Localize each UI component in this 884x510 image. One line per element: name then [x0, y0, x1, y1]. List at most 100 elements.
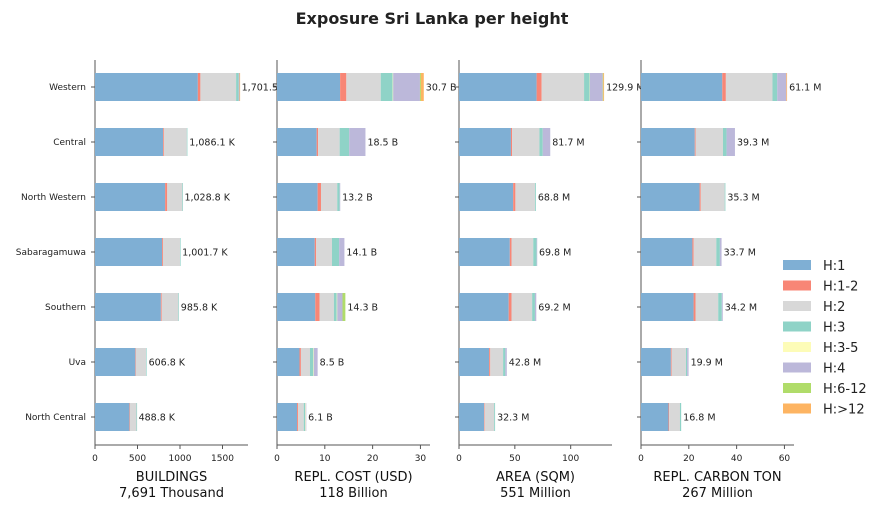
bar-segment-H:3 — [337, 183, 340, 211]
bar-segment-H:3 — [685, 348, 688, 376]
bar-segment-H:1 — [277, 403, 298, 431]
bar-segment-H:3 — [679, 403, 682, 431]
legend-label: H:6-12 — [823, 382, 867, 397]
bar-segment-H:1-2 — [340, 73, 347, 101]
bar-segment-H:4 — [339, 183, 341, 211]
y-tick-label: Central — [53, 138, 86, 148]
bar-segment-H:1 — [641, 238, 693, 266]
bar-segment-H:3 — [534, 183, 536, 211]
bar-segment-H:3 — [716, 238, 720, 266]
bar-segment-H:2 — [163, 128, 187, 156]
bar-segment-H:1-2 — [129, 403, 131, 431]
bar-segment-H:1 — [277, 128, 317, 156]
bar-total-label: 69.2 M — [538, 303, 570, 314]
x-tick-label: 20 — [683, 454, 695, 464]
bar-segment-H:3 — [532, 293, 535, 321]
legend-item: H:4 — [783, 362, 845, 377]
bar-segment-H:3 — [146, 348, 147, 376]
bar-segment-H:3 — [722, 128, 727, 156]
x-tick-label: 1000 — [169, 454, 192, 464]
legend-label: H:>12 — [823, 403, 865, 418]
legend-item: H:6-12 — [783, 382, 867, 397]
bar-segment-H:2 — [671, 348, 686, 376]
bar-segment-H:2 — [490, 348, 504, 376]
bar-segment-H:1 — [95, 238, 163, 266]
legend-swatch — [783, 321, 811, 332]
x-axis-subtitle: 7,691 Thousand — [119, 486, 224, 501]
bar-total-label: 6.1 B — [308, 413, 333, 424]
bar-segment-H:2 — [511, 293, 533, 321]
bar-total-label: 129.9 M — [606, 83, 644, 94]
bar-segment-H:1-2 — [694, 128, 696, 156]
bar-segment-H:1 — [459, 128, 511, 156]
bar-segment-H:2 — [541, 73, 585, 101]
bar-segment-H:1-2 — [510, 128, 513, 156]
bar-segment-H:6-12 — [342, 293, 346, 321]
bar-segment-H:2 — [511, 238, 534, 266]
x-tick-label: 500 — [129, 454, 146, 464]
bar-segment-H:1 — [459, 183, 514, 211]
chart-legend: H:1 H:1-2 H:2 H:3 H:3-5 H:4 H:6-12 H:>12 — [783, 259, 867, 418]
bar-segment-H:1-2 — [508, 293, 512, 321]
bar-segment-H:1-2 — [317, 183, 321, 211]
bar-total-label: 42.8 M — [509, 358, 541, 369]
bar-total-label: 1,086.1 K — [189, 138, 235, 149]
bar-total-label: 35.3 M — [727, 193, 759, 204]
legend-swatch — [783, 280, 811, 291]
bar-segment-H:3 — [380, 73, 393, 101]
legend-label: H:1-2 — [823, 280, 858, 295]
legend-swatch — [783, 342, 811, 352]
chart-title: Exposure Sri Lanka per height — [296, 9, 569, 28]
bar-segment-H:1-2 — [160, 293, 162, 321]
bar-segment-H:1-2 — [699, 183, 701, 211]
legend-item: H:>12 — [783, 403, 865, 418]
bar-segment-H:3 — [718, 293, 722, 321]
bar-segment-H:4 — [726, 128, 735, 156]
y-tick-label: Sabaragamuwa — [16, 248, 86, 258]
bar-segment-H:2 — [700, 183, 725, 211]
bar-segment-H:>12 — [420, 73, 424, 101]
bar-segment-H:1-2 — [509, 238, 512, 266]
x-axis-subtitle: 267 Million — [682, 486, 753, 501]
bar-segment-H:3-5 — [336, 293, 338, 321]
bar-segment-H:3 — [539, 128, 543, 156]
bar-segment-H:2 — [484, 403, 495, 431]
legend-swatch — [783, 301, 811, 311]
bar-segment-H:1-2 — [299, 348, 301, 376]
bar-total-label: 19.9 M — [691, 358, 723, 369]
legend-swatch — [783, 383, 811, 393]
bar-segment-H:3 — [186, 128, 188, 156]
bar-segment-H:4 — [534, 293, 537, 321]
bar-segment-H:1 — [95, 348, 136, 376]
bar-segment-H:1 — [459, 348, 490, 376]
bar-segment-H:1 — [95, 128, 163, 156]
x-tick-label: 100 — [562, 454, 579, 464]
x-axis-label: BUILDINGS — [136, 470, 207, 485]
bar-segment-H:1 — [277, 238, 315, 266]
panel-4: 0 20 40 60 61.1 M 39.3 M 35.3 M 33.7 M 34.2 M 19.… — [637, 60, 821, 501]
y-tick-label: Uva — [69, 358, 86, 368]
bar-segment-H:2 — [200, 73, 237, 101]
bar-segment-H:1-2 — [513, 183, 516, 211]
bar-total-label: 488.8 K — [139, 413, 176, 424]
bar-segment-H:1-2 — [197, 73, 201, 101]
bar-segment-H:4 — [505, 348, 507, 376]
bar-segment-H:1 — [459, 403, 485, 431]
bar-segment-H:1 — [277, 183, 318, 211]
bar-total-label: 61.1 M — [789, 83, 821, 94]
bar-segment-H:1 — [641, 348, 671, 376]
chart-panels: Western Central North Western Sabaragamuwa S… — [16, 60, 821, 501]
bar-segment-H:1 — [459, 293, 509, 321]
bar-total-label: 13.2 B — [342, 193, 373, 204]
panel-2: 0 10 20 30 30.7 B 18.5 B 13.2 B 14.1 B 14.3 B 8.5… — [273, 60, 456, 501]
bar-total-label: 32.3 M — [497, 413, 529, 424]
legend-item: H:3-5 — [783, 341, 858, 356]
bar-segment-H:1 — [277, 293, 316, 321]
bar-segment-H:2 — [318, 128, 340, 156]
bar-segment-H:2 — [695, 128, 723, 156]
x-tick-label: 0 — [638, 454, 644, 464]
bar-segment-H:2 — [669, 403, 680, 431]
bar-segment-H:1-2 — [297, 403, 299, 431]
bar-segment-H:1 — [641, 128, 695, 156]
y-tick-label: Southern — [45, 303, 86, 313]
